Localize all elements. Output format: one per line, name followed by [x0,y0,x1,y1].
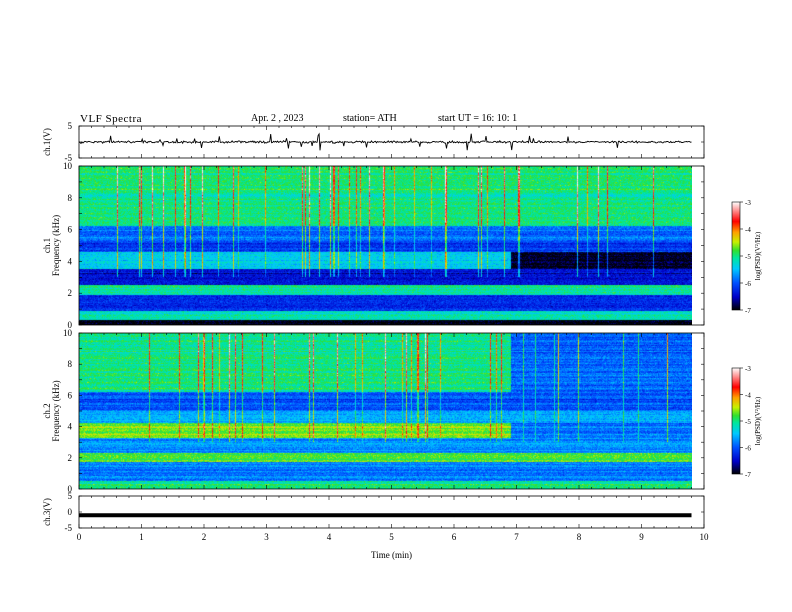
x-tick-label: 1 [139,532,144,542]
y-tick-label: 5 [68,491,73,501]
y-tick-label: 6 [68,225,73,235]
colorbar-tick-label: -5 [745,418,751,426]
colorbar-1 [731,201,741,311]
x-tick-label: 2 [202,532,207,542]
y-tick-label: 4 [68,256,73,266]
x-tick-label: 4 [327,532,332,542]
station-label: station= ATH [343,113,397,124]
x-tick-label: 7 [514,532,519,542]
ch3-waveform-ylabel: ch.3(V) [42,498,52,526]
ch1-spectrogram-ylabel: Frequency (kHz) [51,215,61,276]
y-tick-label: 8 [68,193,73,203]
colorbar-2 [731,367,741,475]
colorbar-tick-label: -7 [745,471,751,479]
colorbar-tick-label: -6 [745,445,751,453]
date-label: Apr. 2 , 2023 [251,113,304,124]
y-tick-label: -5 [65,153,73,163]
y-tick-label: 6 [68,390,73,400]
colorbar-tick-label: -4 [745,226,751,234]
y-tick-label: 0 [68,320,73,330]
colorbar-tick-label: -5 [745,253,751,261]
ch2-spectrogram-image [79,333,692,489]
y-tick-label: 4 [68,422,73,432]
colorbar-tick-label: -3 [745,199,751,207]
y-tick-label: 10 [63,161,73,171]
start-ut-label: start UT = 16: 10: 1 [438,113,518,124]
y-tick-label: 5 [68,121,73,131]
ch2-spectrogram-ylabel: ch.2 [42,403,52,418]
chart-title: VLF Spectra [80,113,143,125]
colorbar-label: log(PSD)(V²/Hz) [754,396,762,445]
x-tick-label: 8 [577,532,582,542]
x-tick-label: 9 [639,532,644,542]
ch1-spectrogram-ylabel: ch.1 [42,238,52,253]
x-tick-label: 5 [389,532,394,542]
x-tick-label: 6 [452,532,457,542]
y-tick-label: 8 [68,359,73,369]
colorbar-label: log(PSD)(V²/Hz) [754,231,762,280]
colorbar-tick-label: -7 [745,307,751,315]
x-axis-label: Time (min) [371,550,412,560]
y-tick-label: 10 [63,328,73,338]
x-tick-label: 10 [700,532,710,542]
ch2-spectrogram-ylabel: Frequency (kHz) [51,380,61,441]
y-tick-label: 2 [68,453,73,463]
colorbar-tick-label: -3 [745,365,751,373]
ch3-waveform-frame [78,495,705,529]
colorbar-tick-label: -4 [745,392,751,400]
colorbar-tick-label: -6 [745,280,751,288]
ch1-spectrogram-image [79,166,692,325]
y-tick-label: -5 [65,523,73,533]
y-tick-label: 0 [68,507,73,517]
ch1-waveform-ylabel: ch.1(V) [42,128,52,156]
x-tick-label: 0 [77,532,82,542]
y-tick-label: 0 [68,484,73,494]
x-tick-label: 3 [264,532,269,542]
y-tick-label: 2 [68,288,73,298]
ch1-waveform-line [78,132,692,151]
